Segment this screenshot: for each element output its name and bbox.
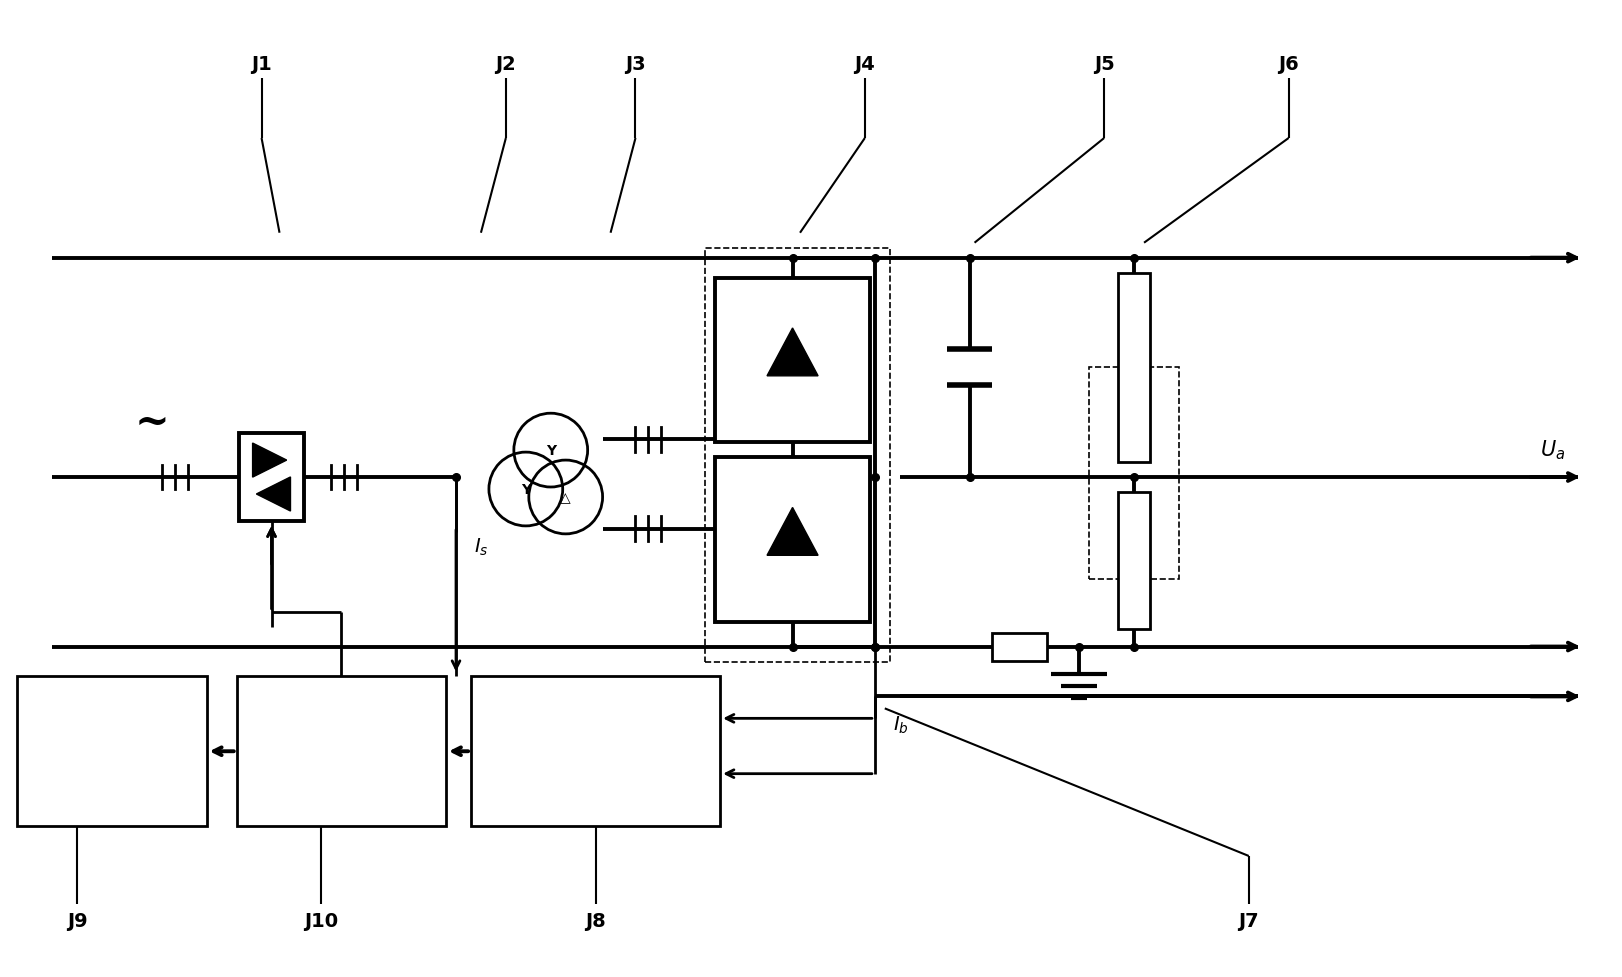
Bar bbox=[1118, 492, 1150, 629]
Text: 软起动: 软起动 bbox=[97, 720, 127, 738]
Text: 触发电路: 触发电路 bbox=[321, 776, 362, 793]
Bar bbox=[1118, 274, 1150, 462]
Text: ~: ~ bbox=[135, 402, 169, 444]
Text: J9: J9 bbox=[67, 912, 88, 930]
Text: $I_s$: $I_s$ bbox=[474, 536, 488, 558]
Text: Y: Y bbox=[521, 483, 530, 496]
Bar bbox=[715, 278, 869, 443]
Bar bbox=[993, 633, 1046, 660]
Text: J7: J7 bbox=[1239, 912, 1259, 930]
Bar bbox=[238, 434, 305, 522]
Text: J6: J6 bbox=[1278, 55, 1299, 73]
Text: $U_a$: $U_a$ bbox=[1541, 438, 1565, 461]
Text: J3: J3 bbox=[624, 55, 646, 73]
Text: J10: J10 bbox=[305, 912, 339, 930]
Polygon shape bbox=[253, 444, 287, 478]
Text: J8: J8 bbox=[586, 912, 607, 930]
Bar bbox=[715, 457, 869, 622]
Text: J5: J5 bbox=[1093, 55, 1114, 73]
Bar bbox=[237, 677, 446, 827]
Bar bbox=[470, 677, 720, 827]
Text: 控制电路: 控制电路 bbox=[92, 776, 131, 793]
Text: J4: J4 bbox=[855, 55, 876, 73]
Bar bbox=[18, 677, 206, 827]
Polygon shape bbox=[767, 508, 817, 556]
Text: J1: J1 bbox=[251, 55, 272, 73]
Bar bbox=[1090, 367, 1179, 579]
Text: △: △ bbox=[560, 490, 571, 504]
Text: Y: Y bbox=[545, 444, 556, 457]
Text: 护控制电路: 护控制电路 bbox=[571, 776, 621, 793]
Text: 晶闸管: 晶闸管 bbox=[326, 720, 357, 738]
Text: 故障检测保: 故障检测保 bbox=[571, 720, 621, 738]
Text: J2: J2 bbox=[495, 55, 516, 73]
Polygon shape bbox=[256, 478, 290, 512]
Text: $I_b$: $I_b$ bbox=[892, 714, 908, 736]
Polygon shape bbox=[767, 328, 817, 376]
Bar bbox=[706, 248, 890, 661]
